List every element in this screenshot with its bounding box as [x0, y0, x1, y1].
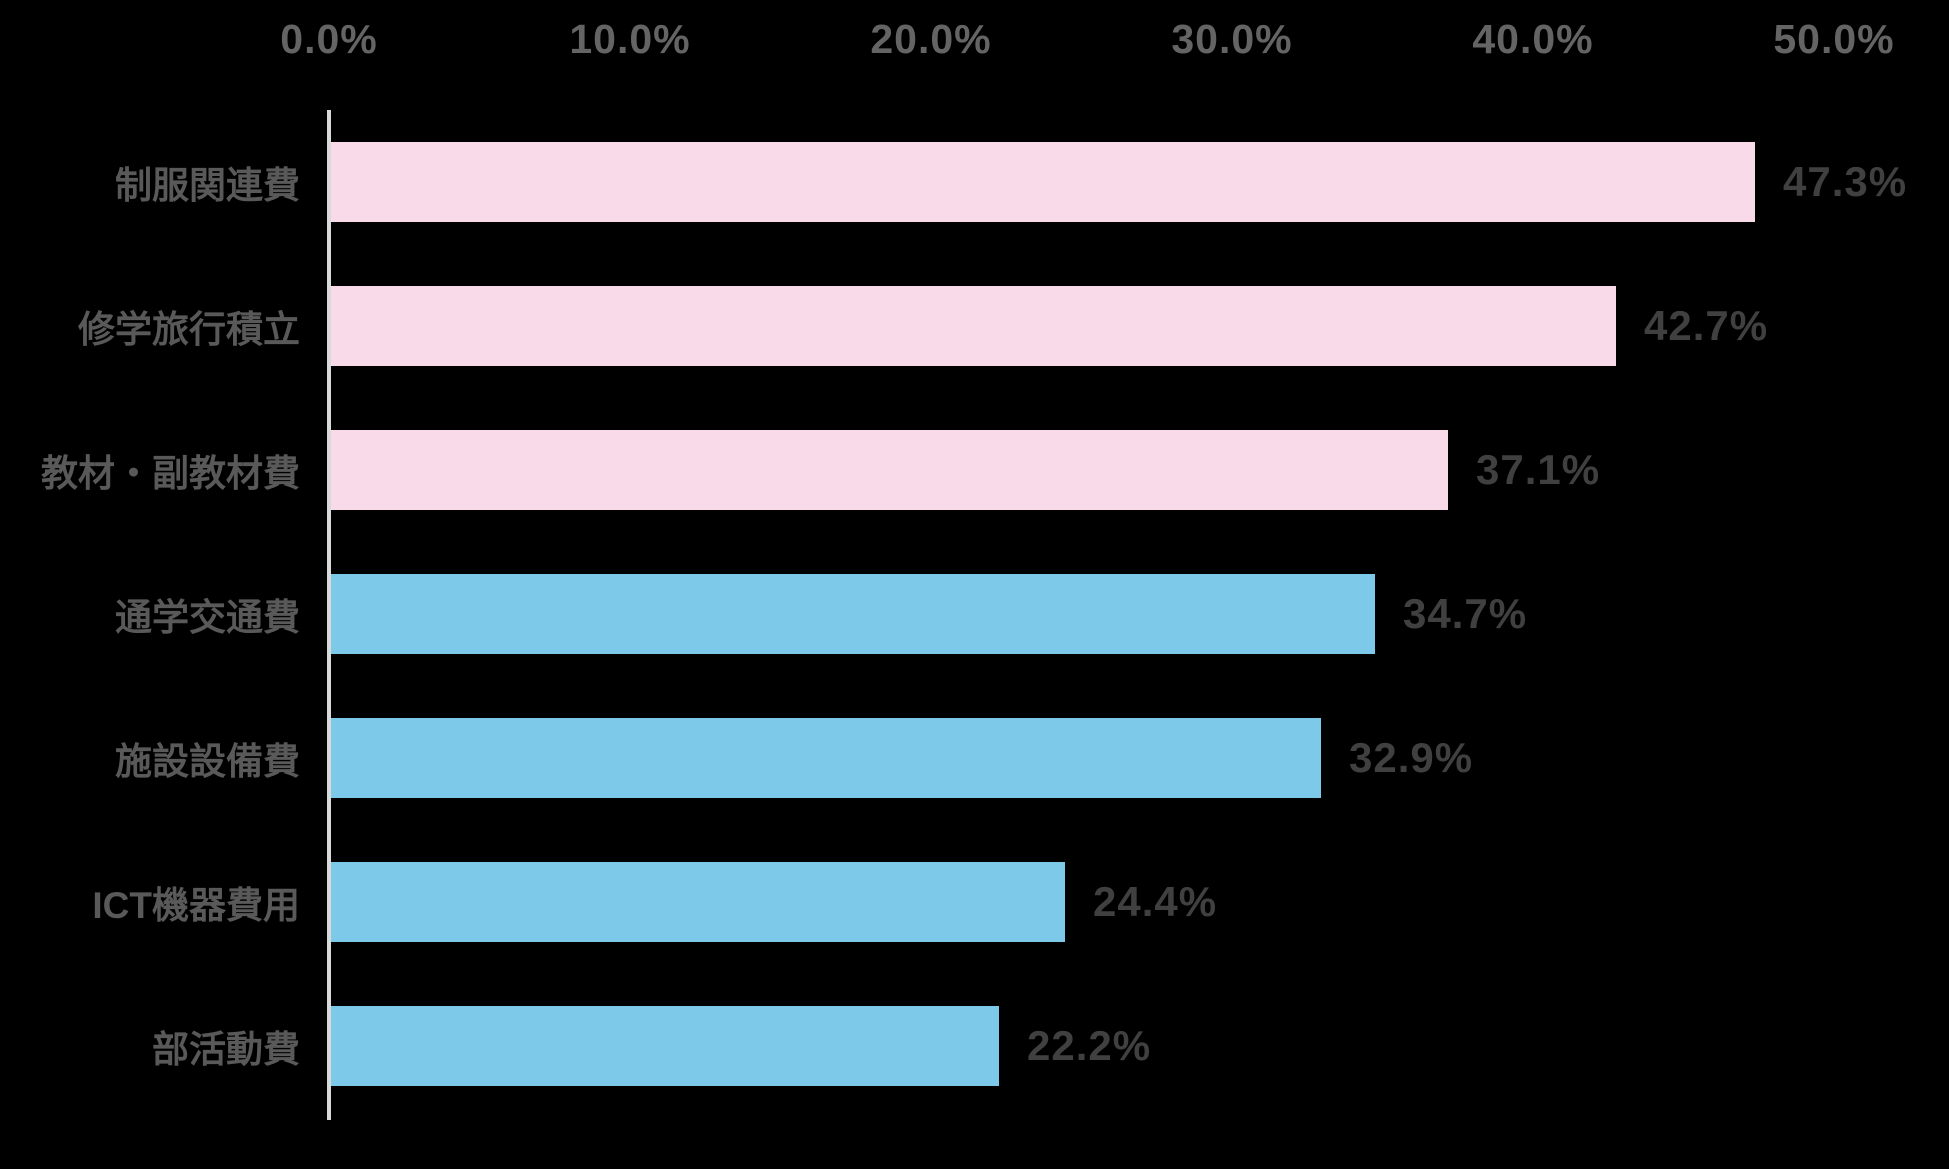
bar	[331, 430, 1448, 510]
category-label: 教材・副教材費	[41, 453, 300, 494]
plot-area: 制服関連費 47.3% 修学旅行積立 42.7% 教材・副教材費 37.1% 通学交通費 34…	[0, 110, 1949, 1118]
bar-row: 施設設備費 32.9%	[0, 686, 1949, 830]
bar-row: 制服関連費 47.3%	[0, 110, 1949, 254]
x-axis-tick: 20.0%	[870, 16, 992, 62]
value-label: 42.7%	[1644, 302, 1769, 349]
category-label: 通学交通費	[115, 597, 300, 638]
bar-row: 部活動費 22.2%	[0, 974, 1949, 1118]
value-label: 32.9%	[1349, 734, 1474, 781]
value-label: 22.2%	[1027, 1022, 1152, 1069]
category-label: 制服関連費	[115, 165, 300, 206]
x-axis-tick: 0.0%	[280, 16, 378, 62]
value-label: 34.7%	[1403, 590, 1528, 637]
value-label: 24.4%	[1093, 878, 1218, 925]
bar-row: ICT機器費用 24.4%	[0, 830, 1949, 974]
value-label: 47.3%	[1783, 158, 1908, 205]
bar	[331, 142, 1755, 222]
bar	[331, 862, 1065, 942]
x-axis-tick: 50.0%	[1773, 16, 1895, 62]
value-label: 37.1%	[1476, 446, 1601, 493]
category-label: ICT機器費用	[92, 885, 300, 926]
x-axis-tick: 30.0%	[1171, 16, 1293, 62]
bar	[331, 574, 1375, 654]
y-axis-line	[327, 110, 331, 1120]
x-axis: 0.0% 10.0% 20.0% 30.0% 40.0% 50.0%	[0, 0, 1949, 80]
category-label: 修学旅行積立	[78, 309, 300, 350]
bar-row: 修学旅行積立 42.7%	[0, 254, 1949, 398]
bar	[331, 718, 1321, 798]
category-label: 部活動費	[152, 1029, 300, 1070]
bar	[331, 286, 1616, 366]
bar	[331, 1006, 999, 1086]
bar-row: 通学交通費 34.7%	[0, 542, 1949, 686]
bar-row: 教材・副教材費 37.1%	[0, 398, 1949, 542]
x-axis-tick: 40.0%	[1472, 16, 1594, 62]
category-label: 施設設備費	[115, 741, 300, 782]
x-axis-tick: 10.0%	[569, 16, 691, 62]
